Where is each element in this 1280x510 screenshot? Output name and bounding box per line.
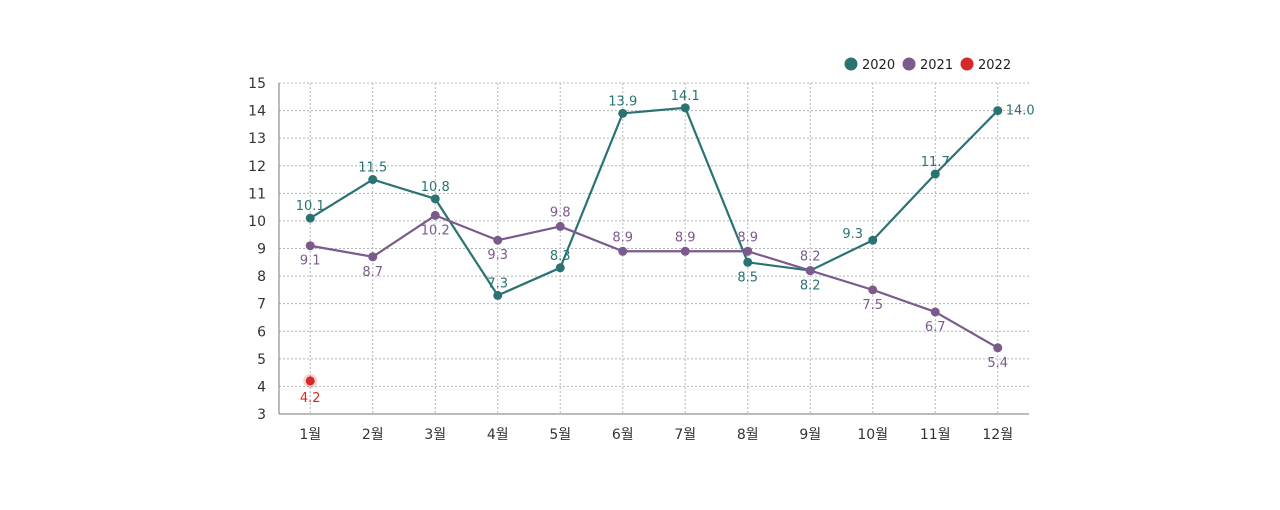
data-label: 9.3 bbox=[487, 248, 508, 263]
y-tick-label: 5 bbox=[257, 352, 266, 368]
y-tick-label: 14 bbox=[248, 104, 266, 120]
data-label: 8.3 bbox=[550, 249, 571, 264]
data-point bbox=[618, 108, 628, 118]
x-tick-label: 2월 bbox=[362, 427, 384, 443]
data-label: 8.9 bbox=[612, 230, 633, 245]
data-label: 8.2 bbox=[800, 250, 821, 265]
data-label: 8.9 bbox=[737, 230, 758, 245]
data-point bbox=[680, 246, 690, 256]
y-tick-label: 10 bbox=[248, 214, 266, 230]
data-label: 6.7 bbox=[925, 320, 946, 335]
data-label: 14.0 bbox=[1006, 104, 1035, 119]
x-tick-label: 7월 bbox=[674, 427, 696, 443]
data-point bbox=[430, 194, 440, 204]
data-label: 14.1 bbox=[671, 89, 700, 104]
series-line-2021 bbox=[310, 214, 999, 349]
y-tick-label: 9 bbox=[257, 242, 266, 258]
legend-marker-2021 bbox=[902, 57, 916, 71]
series-line-2020 bbox=[309, 106, 999, 297]
x-tick-label: 6월 bbox=[612, 427, 634, 443]
data-point bbox=[805, 266, 815, 276]
y-tick-label: 4 bbox=[257, 379, 266, 395]
y-tick-label: 13 bbox=[248, 131, 266, 147]
data-label: 8.5 bbox=[737, 270, 758, 285]
data-point bbox=[930, 307, 940, 317]
data-point bbox=[368, 175, 378, 185]
x-tick-label: 1월 bbox=[299, 427, 321, 443]
data-point bbox=[555, 221, 565, 231]
data-label: 13.9 bbox=[608, 94, 637, 109]
x-tick-label: 3월 bbox=[424, 427, 446, 443]
x-tick-label: 8월 bbox=[737, 427, 759, 443]
data-point bbox=[993, 106, 1003, 116]
data-point bbox=[993, 343, 1003, 353]
data-point bbox=[618, 246, 628, 256]
y-tick-label: 15 bbox=[248, 76, 266, 92]
data-point bbox=[493, 290, 503, 300]
data-label: 11.5 bbox=[358, 161, 387, 176]
data-point bbox=[743, 246, 753, 256]
data-point bbox=[430, 210, 440, 220]
data-point bbox=[868, 285, 878, 295]
data-point bbox=[305, 241, 315, 251]
legend-label: 2020 bbox=[862, 58, 895, 73]
x-tick-label: 10월 bbox=[857, 427, 888, 443]
data-label: 8.7 bbox=[362, 265, 383, 280]
y-tick-label: 12 bbox=[248, 159, 266, 175]
data-label: 9.3 bbox=[842, 227, 863, 242]
data-point bbox=[368, 252, 378, 262]
data-point bbox=[305, 213, 315, 223]
y-tick-label: 6 bbox=[257, 324, 266, 340]
x-tick-label: 4월 bbox=[487, 427, 509, 443]
data-label: 7.5 bbox=[862, 298, 883, 313]
x-tick-label: 12월 bbox=[982, 427, 1013, 443]
data-point bbox=[743, 257, 753, 267]
y-tick-label: 8 bbox=[257, 269, 266, 285]
data-point bbox=[555, 263, 565, 273]
legend-label: 2022 bbox=[978, 58, 1011, 73]
y-tick-label: 3 bbox=[257, 407, 266, 423]
data-label: 9.8 bbox=[550, 205, 571, 220]
legend-marker-2022 bbox=[960, 57, 974, 71]
data-label: 9.1 bbox=[300, 254, 321, 269]
y-tick-label: 11 bbox=[248, 186, 266, 202]
data-point bbox=[868, 235, 878, 245]
data-point bbox=[305, 376, 315, 386]
x-tick-label: 5월 bbox=[549, 427, 571, 443]
data-label: 5.4 bbox=[987, 356, 1008, 371]
data-label: 11.7 bbox=[921, 155, 950, 170]
data-label: 4.2 bbox=[300, 391, 321, 406]
x-tick-label: 9월 bbox=[799, 427, 821, 443]
data-point bbox=[493, 235, 503, 245]
data-label: 7.3 bbox=[487, 276, 508, 291]
legend-marker-2020 bbox=[844, 57, 858, 71]
x-tick-label: 11월 bbox=[920, 427, 951, 443]
data-label: 8.2 bbox=[800, 279, 821, 294]
data-point bbox=[680, 103, 690, 113]
data-label: 10.8 bbox=[421, 180, 450, 195]
data-label: 10.1 bbox=[296, 199, 325, 214]
y-tick-label: 7 bbox=[257, 297, 266, 313]
data-label: 10.2 bbox=[421, 223, 450, 238]
data-point bbox=[930, 169, 940, 179]
data-label: 8.9 bbox=[675, 230, 696, 245]
legend-label: 2021 bbox=[920, 58, 953, 73]
